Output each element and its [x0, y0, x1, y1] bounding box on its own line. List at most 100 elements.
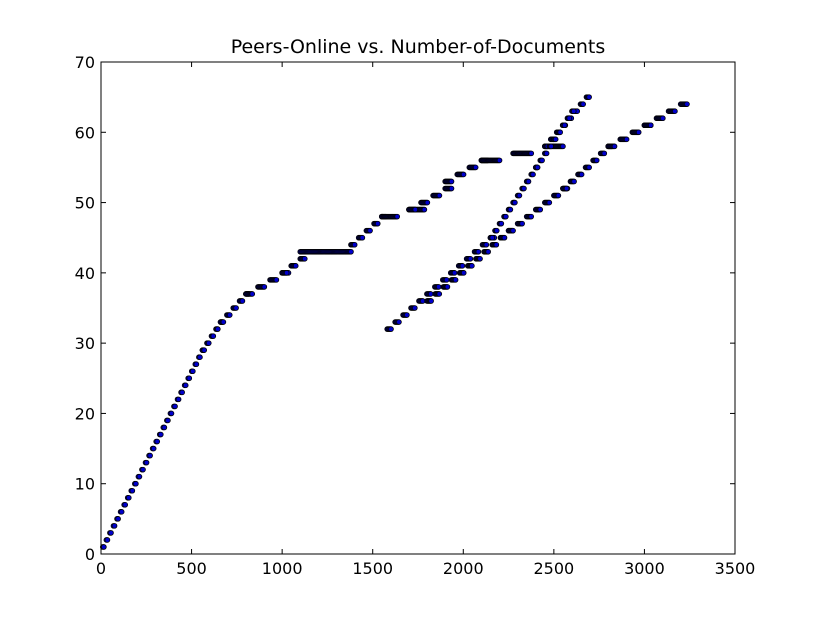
data-point: [443, 277, 450, 283]
data-point: [118, 509, 125, 515]
data-point: [147, 452, 153, 459]
data-point: [104, 537, 111, 543]
data-point: [571, 178, 577, 185]
data-point: [593, 157, 600, 164]
data-point: [586, 94, 592, 100]
data-point: [205, 340, 212, 346]
data-point: [516, 192, 523, 199]
x-tick-label: 500: [176, 559, 207, 578]
data-point: [367, 227, 373, 234]
x-tick-label: 1500: [352, 559, 393, 578]
data-point: [469, 263, 475, 269]
data-point: [555, 192, 562, 199]
data-point: [539, 157, 545, 164]
data-point: [448, 185, 455, 192]
data-point: [507, 206, 514, 213]
data-point: [635, 129, 642, 136]
data-point: [537, 206, 544, 213]
data-point: [150, 445, 157, 452]
plot-frame: [100, 61, 736, 555]
data-point: [580, 101, 586, 107]
data-point: [601, 150, 608, 157]
data-point: [586, 164, 592, 171]
data-point: [239, 298, 246, 304]
data-point: [140, 466, 146, 473]
data-point: [359, 234, 366, 241]
x-tick-label: 3500: [715, 559, 756, 578]
data-point: [374, 220, 381, 227]
data-point: [672, 108, 678, 114]
data-point: [136, 473, 143, 480]
data-point: [111, 523, 118, 529]
data-point: [435, 284, 442, 290]
data-point: [190, 368, 196, 375]
data-point: [186, 375, 193, 382]
data-point: [424, 199, 431, 206]
data-point: [485, 248, 491, 255]
data-point: [566, 115, 573, 122]
data-point: [684, 101, 690, 107]
data-point: [448, 178, 455, 185]
data-point: [161, 424, 168, 431]
data-point: [283, 270, 290, 276]
data-point: [215, 326, 221, 332]
data-point: [483, 241, 490, 248]
data-point: [394, 213, 401, 220]
data-point: [436, 192, 443, 199]
data-point: [467, 255, 474, 262]
data-point: [396, 319, 402, 325]
data-point: [129, 487, 136, 494]
x-tick-label: 2000: [443, 559, 484, 578]
data-point: [451, 270, 458, 276]
data-point: [489, 234, 496, 241]
x-tick-label: 2500: [533, 559, 574, 578]
data-point: [388, 326, 394, 332]
data-point: [197, 354, 203, 361]
y-tick-label: 10: [75, 475, 95, 494]
data-point: [404, 312, 410, 318]
data-points: [100, 94, 690, 550]
data-point: [193, 361, 200, 368]
x-tick-label: 1000: [262, 559, 303, 578]
data-point: [175, 396, 182, 403]
data-point: [660, 115, 666, 122]
data-point: [172, 403, 178, 410]
data-point: [477, 255, 483, 262]
data-point: [498, 220, 505, 227]
data-point: [115, 516, 121, 522]
y-tick-label: 60: [75, 123, 95, 142]
data-point: [472, 164, 479, 171]
data-point: [182, 382, 189, 389]
data-point: [530, 171, 536, 178]
data-point: [460, 171, 467, 178]
data-point: [546, 199, 553, 206]
data-point: [301, 255, 308, 262]
data-point: [226, 312, 233, 318]
data-point: [220, 319, 227, 325]
data-point: [158, 431, 164, 438]
data-point: [501, 234, 508, 241]
data-point: [460, 270, 467, 276]
data-point: [496, 157, 503, 164]
data-point: [143, 459, 150, 466]
data-point: [493, 227, 500, 234]
data-point: [503, 213, 509, 220]
data-point: [233, 305, 239, 311]
data-point: [510, 227, 516, 234]
data-point: [133, 480, 139, 487]
data-point: [552, 136, 559, 143]
data-point: [412, 206, 419, 213]
data-point: [292, 263, 299, 269]
data-point: [543, 150, 550, 157]
data-point: [273, 277, 280, 283]
data-point: [557, 129, 563, 136]
data-point: [493, 241, 500, 248]
data-point: [122, 501, 129, 508]
y-tick-label: 30: [75, 334, 95, 353]
y-tick-label: 50: [75, 194, 95, 213]
data-point: [436, 291, 443, 297]
y-tick-label: 70: [75, 53, 95, 72]
data-point: [623, 136, 630, 143]
data-point: [249, 291, 256, 297]
